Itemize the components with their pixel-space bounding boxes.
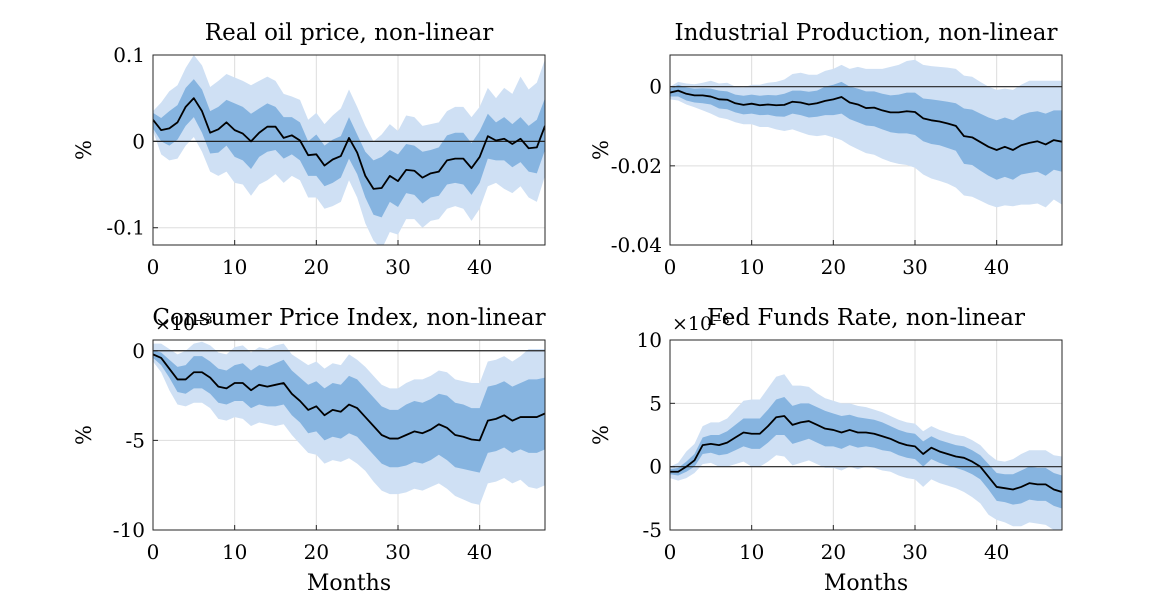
median-response-line [670, 415, 1062, 493]
y-tick-label: -0.04 [611, 233, 662, 257]
x-tick-label: 30 [902, 255, 927, 279]
panel-title: Fed Funds Rate, non-linear [707, 305, 1025, 331]
inner-confidence-band [153, 350, 545, 473]
x-tick-label: 20 [821, 255, 846, 279]
x-tick-label: 0 [147, 255, 160, 279]
y-axis-label: % [72, 140, 96, 160]
y-axis-label: % [589, 425, 613, 445]
panel-title: Consumer Price Index, non-linear [152, 305, 545, 331]
median-response-line [670, 89, 1062, 151]
y-tick-label: 0 [132, 129, 145, 153]
y-tick-label: -0.1 [106, 216, 145, 240]
y-tick-label: -10 [113, 518, 145, 542]
y-tick-label: 10 [637, 328, 662, 352]
x-tick-label: 20 [304, 540, 329, 564]
x-tick-label: 30 [385, 255, 410, 279]
x-tick-label: 0 [664, 255, 677, 279]
y-exponent-label: ×10⁻³ [155, 313, 213, 335]
x-tick-label: 10 [222, 540, 247, 564]
outer-confidence-band [670, 374, 1062, 530]
x-tick-label: 30 [902, 540, 927, 564]
y-tick-label: 5 [649, 391, 662, 415]
median-response-line [153, 97, 545, 190]
axes-box [669, 54, 1063, 246]
median-response-line [153, 353, 545, 442]
panel-industrial-production: 0 10 20 30 40 -0.04 -0.02 0% Industrial Producti… [589, 20, 1063, 279]
y-tick-label: 0 [132, 339, 145, 363]
panel-title: Real oil price, non-linear [205, 20, 493, 46]
y-axis-label: % [589, 140, 613, 160]
x-tick-label: 40 [984, 540, 1009, 564]
y-axis-label: % [72, 425, 96, 445]
inner-confidence-band [153, 79, 545, 218]
x-axis-label: Months [824, 571, 908, 596]
y-tick-label: 0 [649, 75, 662, 99]
x-tick-label: 10 [739, 540, 764, 564]
y-tick-label: 0 [649, 455, 662, 479]
axes-box [152, 54, 546, 246]
x-tick-label: 40 [467, 255, 492, 279]
y-tick-label: -5 [643, 518, 662, 542]
x-tick-label: 10 [222, 255, 247, 279]
x-tick-label: 40 [984, 255, 1009, 279]
x-tick-label: 10 [739, 255, 764, 279]
x-axis-label: Months [307, 571, 391, 596]
x-tick-label: 40 [467, 540, 492, 564]
y-tick-label: -0.02 [611, 154, 662, 178]
y-exponent-label: ×10⁻³ [672, 313, 730, 335]
axes-box [152, 339, 546, 531]
x-tick-label: 0 [664, 540, 677, 564]
inner-confidence-band [670, 81, 1062, 180]
x-tick-label: 30 [385, 540, 410, 564]
panel-real-oil-price: 0 10 20 30 40-0.100.1%Real oil price, non-li… [72, 20, 546, 279]
x-tick-label: 20 [304, 255, 329, 279]
x-tick-label: 0 [147, 540, 160, 564]
y-tick-label: -5 [126, 428, 145, 452]
axes-box [669, 339, 1063, 531]
y-tick-label: 0.1 [113, 43, 145, 67]
x-tick-label: 20 [821, 540, 846, 564]
panel-title: Industrial Production, non-linear [675, 20, 1058, 46]
